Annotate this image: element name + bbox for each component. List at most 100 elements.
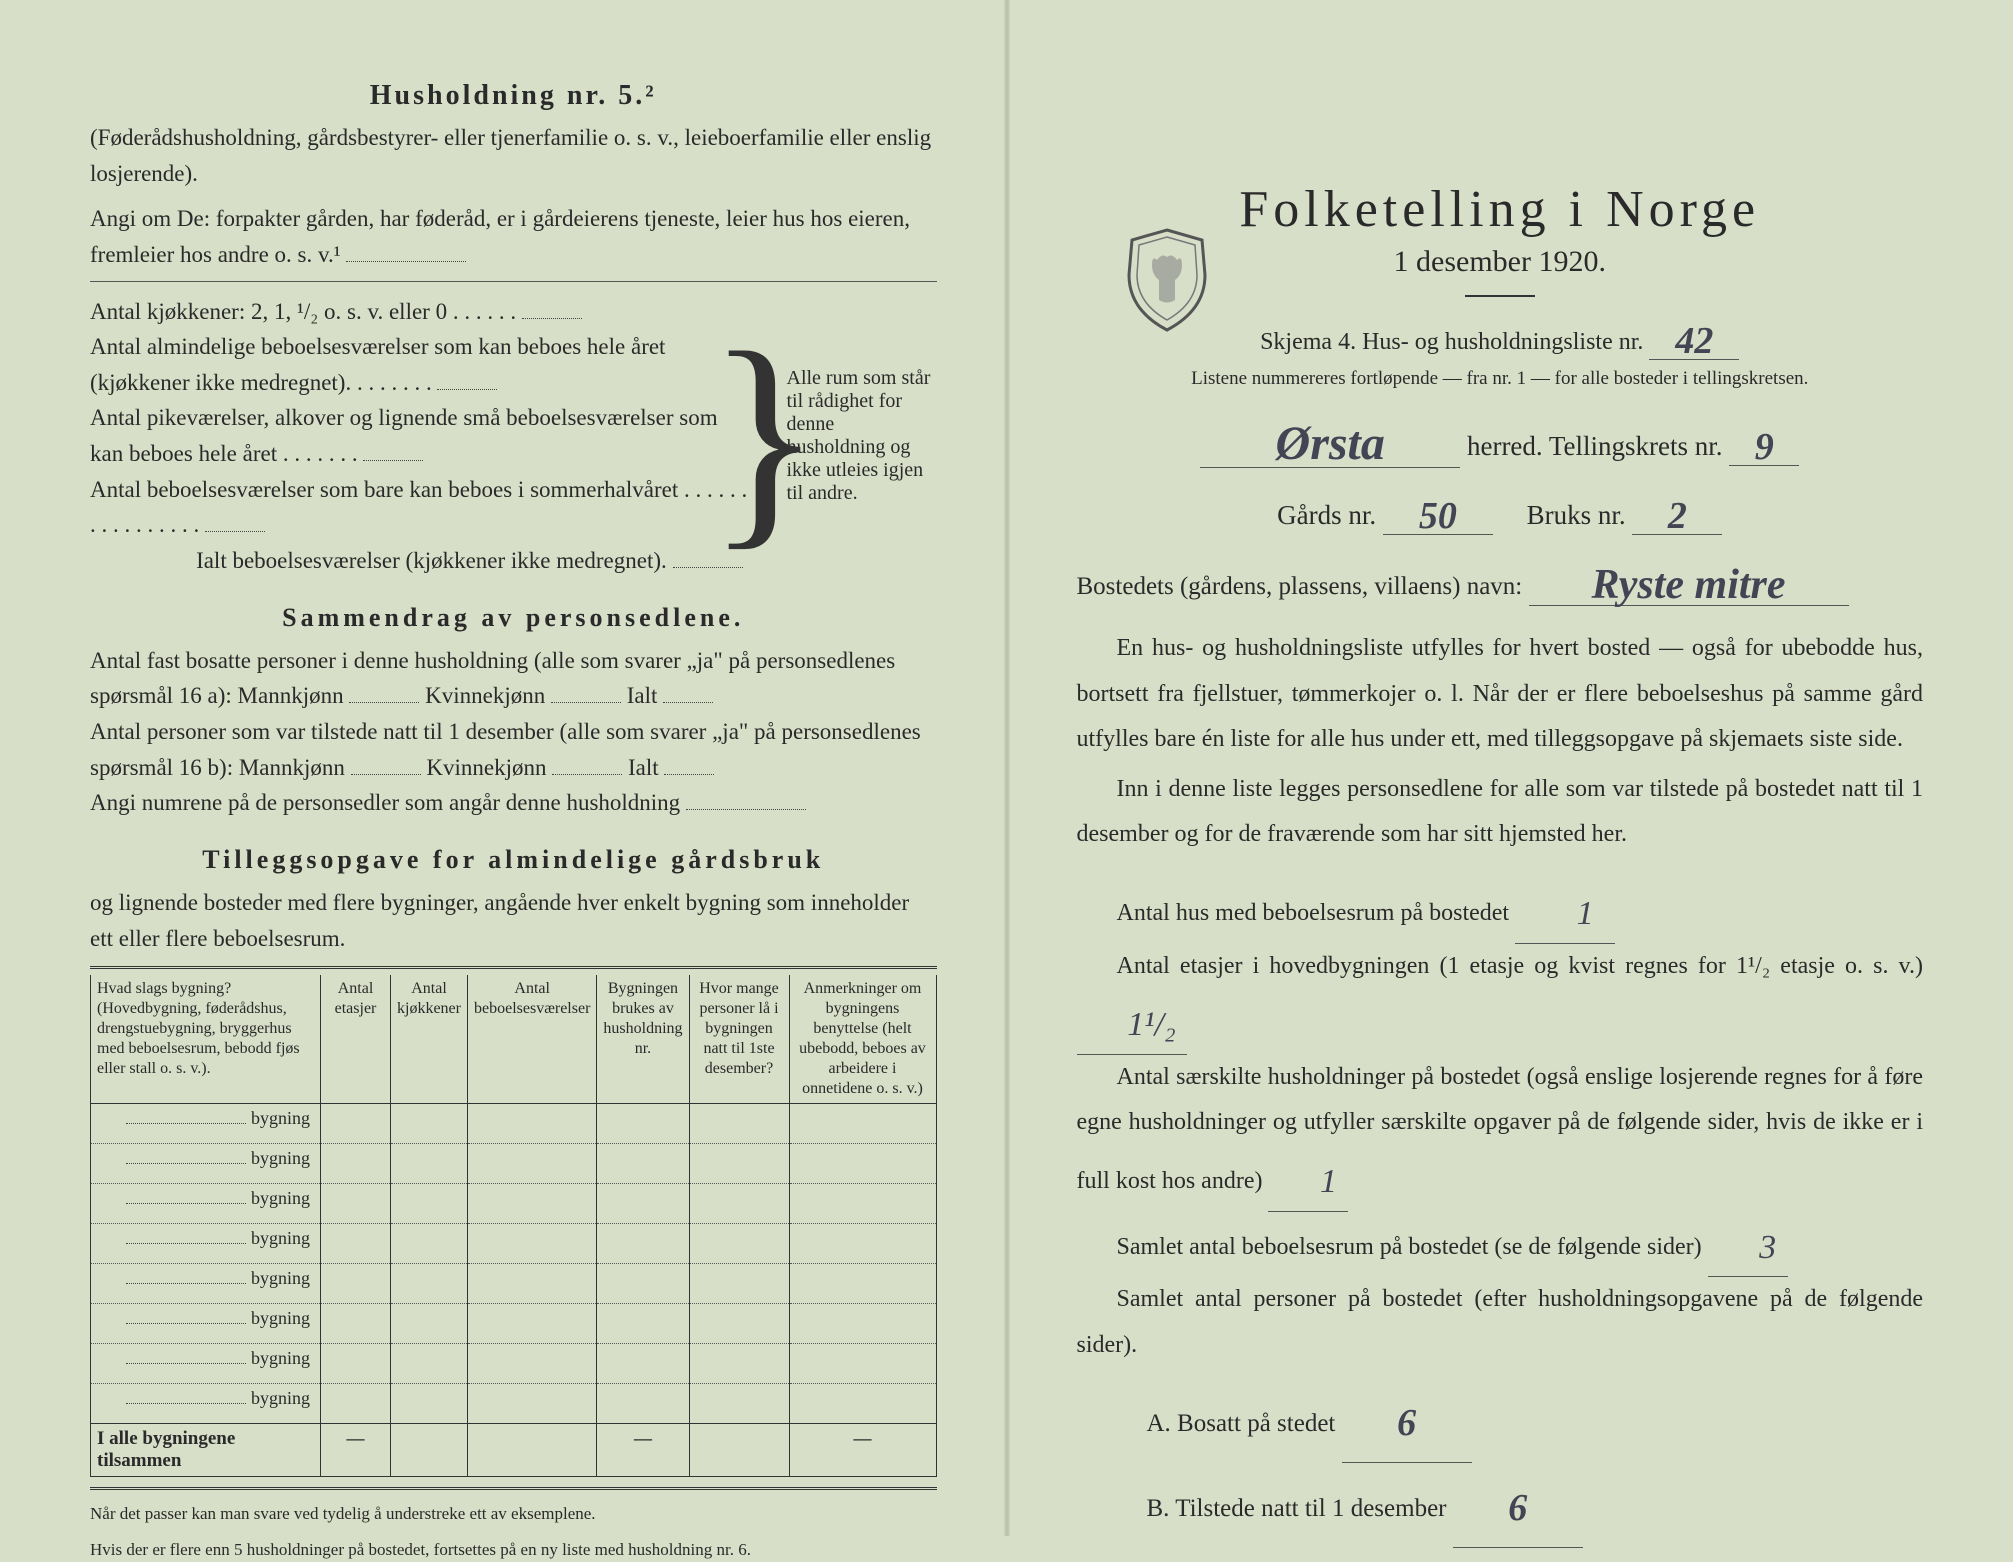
- gards-label: Gårds nr.: [1277, 500, 1376, 530]
- table-row: bygning: [91, 1144, 937, 1184]
- samm-blank6: [664, 774, 714, 775]
- samm-blank3: [663, 702, 713, 703]
- row-blank: [126, 1123, 246, 1124]
- q3-value: 1: [1268, 1146, 1348, 1212]
- skjema-label: Skjema 4. Hus- og husholdningsliste nr.: [1260, 329, 1643, 355]
- alm2-blank: [363, 460, 423, 461]
- q1-label: Antal hus med beboelsesrum på bostedet: [1117, 900, 1510, 926]
- q2-line: Antal etasjer i hovedbygningen (1 etasje…: [1077, 944, 1924, 1055]
- gards-value: 50: [1383, 490, 1493, 535]
- angi-num-blank: [686, 809, 806, 810]
- q4-label: Samlet antal beboelsesrum på bostedet (s…: [1117, 1234, 1702, 1260]
- right-page: Folketelling i Norge 1 desember 1920. Sk…: [987, 60, 1964, 1486]
- questions: Antal hus med beboelsesrum på bostedet 1…: [1077, 878, 1924, 1368]
- husholdning-sub: (Føderådshusholdning, gårdsbestyrer- ell…: [90, 120, 937, 191]
- samm-blank4: [351, 774, 421, 775]
- q2-label: Antal etasjer i hovedbygningen (1 etasje…: [1117, 953, 1924, 979]
- bruks-value: 2: [1632, 490, 1722, 535]
- q3-label: Antal særskilte husholdninger på bostede…: [1077, 1064, 1924, 1194]
- table-row: bygning: [91, 1264, 937, 1304]
- skjema-hand: 42: [1675, 320, 1713, 362]
- qb-hand: 6: [1508, 1487, 1527, 1529]
- qa-hand: 6: [1397, 1402, 1416, 1444]
- para1-text: En hus- og husholdningsliste utfylles fo…: [1077, 626, 1924, 763]
- angi-om: Angi om De: forpakter gården, har føderå…: [90, 201, 937, 272]
- rooms-block: Antal kjøkkener: 2, 1, ¹/₂ o. s. v. elle…: [90, 294, 937, 579]
- bosted-hand: Ryste mitre: [1591, 562, 1785, 608]
- row-blank: [126, 1283, 246, 1284]
- ialt-line: Ialt beboelsesværelser (kjøkkener ikke m…: [90, 543, 753, 579]
- q1-hand: 1: [1577, 895, 1594, 932]
- q3-line: Antal særskilte husholdninger på bostede…: [1077, 1055, 1924, 1212]
- para2-text: Inn i denne liste legges personsedlene f…: [1077, 767, 1924, 858]
- angi-num-text: Angi numrene på de personsedler som angå…: [90, 790, 680, 815]
- bygning-label: bygning: [251, 1228, 310, 1248]
- samm-2b: Kvinnekjønn: [426, 755, 546, 780]
- qb-label: B. Tilstede natt til 1 desember: [1147, 1495, 1447, 1522]
- divider: [1465, 295, 1535, 297]
- bygning-label: bygning: [251, 1388, 310, 1408]
- bruks-label: Bruks nr.: [1527, 500, 1626, 530]
- tillegg-title: Tilleggsopgave for almindelige gårdsbruk: [90, 845, 937, 875]
- col7: Anmerkninger om bygningens benyttelse (h…: [789, 975, 936, 1104]
- bygning-label: bygning: [251, 1148, 310, 1168]
- left-page: Husholdning nr. 5.² (Føderådshusholdning…: [50, 60, 987, 1486]
- angi-numrene: Angi numrene på de personsedler som angå…: [90, 790, 680, 815]
- q2-value: 1¹/₂: [1077, 989, 1187, 1055]
- samm-1c: Ialt: [627, 683, 658, 708]
- bygning-label: bygning: [251, 1348, 310, 1368]
- ialt-text: Ialt beboelsesværelser (kjøkkener ikke m…: [196, 548, 667, 573]
- table-footer-row: I alle bygningene tilsammen — — —: [91, 1424, 937, 1477]
- husholdning-title: Husholdning nr. 5.²: [90, 80, 937, 112]
- bygning-label: bygning: [251, 1188, 310, 1208]
- footnote2: Hvis der er flere enn 5 husholdninger på…: [90, 1538, 937, 1562]
- skjema-value: 42: [1649, 315, 1739, 360]
- sammendrag-block: Antal fast bosatte personer i denne hush…: [90, 643, 937, 821]
- angi-om-blank: [346, 261, 466, 262]
- qb-value: 6: [1453, 1463, 1583, 1548]
- q4-line: Samlet antal beboelsesrum på bostedet (s…: [1077, 1212, 1924, 1278]
- row-blank: [126, 1203, 246, 1204]
- q1-line: Antal hus med beboelsesrum på bostedet 1: [1077, 878, 1924, 944]
- coat-of-arms-icon: [1117, 225, 1217, 335]
- row-blank: [126, 1403, 246, 1404]
- col6: Hvor mange personer lå i bygningen natt …: [689, 975, 789, 1104]
- samm-blank1: [349, 702, 419, 703]
- bosted-row: Bostedets (gårdens, plassens, villaens) …: [1077, 557, 1924, 606]
- table-row: bygning: [91, 1184, 937, 1224]
- dash-cell: —: [789, 1424, 936, 1477]
- dbl-rule-top: [90, 966, 937, 969]
- bygning-label: bygning: [251, 1108, 310, 1128]
- qa-value: 6: [1342, 1378, 1472, 1463]
- bygning-label: bygning: [251, 1268, 310, 1288]
- bosted-value: Ryste mitre: [1529, 557, 1849, 606]
- table-header-row: Hvad slags bygning? (Hovedbygning, føder…: [91, 975, 937, 1104]
- dbl-rule-bot: [90, 1487, 937, 1490]
- row-blank: [126, 1163, 246, 1164]
- row-blank: [126, 1323, 246, 1324]
- col1: Hvad slags bygning? (Hovedbygning, føder…: [91, 975, 321, 1104]
- tillegg-sub: og lignende bosteder med flere bygninger…: [90, 885, 937, 956]
- table-row: bygning: [91, 1304, 937, 1344]
- q1-value: 1: [1515, 878, 1615, 944]
- q3-hand: 1: [1320, 1163, 1337, 1200]
- alm-line2: Antal pikeværelser, alkover og lignende …: [90, 400, 753, 471]
- krets-value: 9: [1729, 421, 1799, 466]
- alm2-text: Antal pikeværelser, alkover og lignende …: [90, 405, 718, 466]
- row-blank: [126, 1363, 246, 1364]
- col2: Antal etasjer: [321, 975, 391, 1104]
- gards-hand: 50: [1419, 495, 1457, 537]
- qa-label: A. Bosatt på stedet: [1147, 1410, 1336, 1437]
- ab-block: A. Bosatt på stedet 6 B. Tilstede natt t…: [1147, 1378, 1924, 1547]
- samm-blank2: [551, 702, 621, 703]
- rule: [90, 281, 937, 282]
- herred-label: herred. Tellingskrets nr.: [1467, 431, 1723, 461]
- herred-hand: Ørsta: [1276, 417, 1385, 470]
- brace-icon: }: [753, 294, 777, 579]
- alm1-text: Antal almindelige beboelsesværelser som …: [90, 334, 665, 395]
- alm3-text: Antal beboelsesværelser som bare kan beb…: [90, 477, 747, 538]
- row-blank: [126, 1243, 246, 1244]
- qb-line: B. Tilstede natt til 1 desember 6: [1147, 1463, 1924, 1548]
- table-row: bygning: [91, 1344, 937, 1384]
- samm-2c: Ialt: [628, 755, 659, 780]
